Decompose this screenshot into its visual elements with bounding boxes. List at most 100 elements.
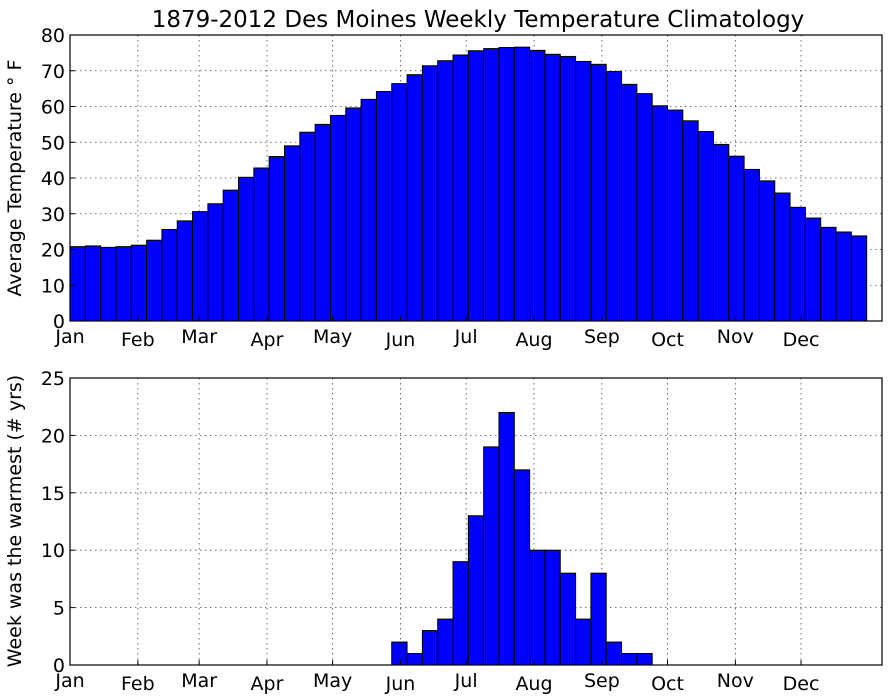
top-bar-week-22 [391,83,408,322]
top-bar-week-4 [115,246,132,322]
top-bar-week-41 [682,120,699,322]
top-y-tick-label: 50 [41,132,65,154]
top-bar-week-40 [667,109,684,322]
top-x-tick-label-apr: Apr [251,329,284,351]
bottom-bar-week-33 [559,572,577,666]
top-bar-week-42 [697,131,714,322]
top-bar-week-19 [345,107,362,322]
bottom-bar-week-29 [498,411,515,666]
top-x-tick-label-jan: Jan [54,326,84,348]
bottom-y-tick-label: 20 [41,425,65,447]
top-bar-week-5 [130,244,148,322]
top-x-tick-label-mar: Mar [181,326,217,348]
bottom-plot-frame [69,377,883,666]
bottom-bar-week-34 [575,618,592,666]
bottom-bar-week-28 [483,446,500,666]
bottom-x-tick-label-oct: Oct [651,673,684,695]
top-bar-week-20 [360,98,377,322]
top-bar-week-30 [513,46,531,322]
top-bar-week-33 [559,55,577,322]
top-bar-week-2 [84,245,102,322]
bottom-bar-week-26 [452,561,469,666]
top-bar-week-12 [238,176,255,322]
top-bar-week-21 [375,90,393,322]
bottom-bar-week-30 [513,469,531,666]
bottom-x-tick-label-dec: Dec [783,673,820,695]
top-bar-week-44 [728,155,745,322]
bottom-bar-week-36 [605,641,623,666]
top-bar-week-46 [758,180,776,322]
top-bar-week-23 [406,74,423,322]
bottom-y-tick-label: 25 [41,368,65,390]
top-bar-week-6 [146,239,163,322]
top-bar-week-32 [544,53,561,322]
top-bar-week-8 [176,220,194,322]
bottom-bar-week-22 [391,641,408,666]
top-y-tick-label: 30 [41,204,65,226]
top-bar-week-10 [207,203,224,322]
top-y-tick-label: 0 [53,311,65,333]
top-bar-week-24 [421,65,439,322]
bottom-y-tick-label: 10 [41,540,65,562]
top-y-tick-label: 10 [41,275,65,297]
bottom-x-tick-label-mar: Mar [181,670,217,692]
top-bar-week-3 [100,246,117,322]
top-bar-week-38 [636,93,653,322]
top-bar-week-47 [774,192,791,322]
top-bar-week-49 [804,217,822,322]
bottom-bar-week-25 [437,618,454,666]
top-x-tick-label-jun: Jun [385,329,416,351]
top-bar-week-50 [820,226,837,322]
top-bar-week-51 [835,231,852,322]
bottom-x-tick-label-apr: Apr [251,673,284,695]
top-bar-week-25 [437,60,454,322]
bottom-x-tick-label-nov: Nov [717,670,754,692]
bottom-y-axis-label: Week was the warmest (# yrs) [4,375,26,667]
top-x-tick-label-jul: Jul [454,326,478,348]
top-bar-week-13 [253,167,270,322]
top-x-tick-label-oct: Oct [651,329,684,351]
bottom-x-tick-label-sep: Sep [584,670,620,692]
top-bar-week-52 [850,235,868,322]
top-bar-week-29 [498,47,515,322]
bottom-bar-week-32 [544,549,561,666]
top-bar-week-35 [590,63,607,322]
top-bar-week-1 [69,246,86,322]
top-y-tick-label: 40 [41,168,65,190]
top-bar-week-48 [789,206,806,322]
top-x-tick-label-sep: Sep [584,326,620,348]
top-bar-week-14 [268,156,285,322]
warmest-week-count-chart: Jan Feb Mar Apr May Jun Jul Aug Sep Oct Nov Dec 0 5 10… [4,368,883,695]
bottom-x-tick-label-aug: Aug [515,673,552,695]
top-bar-week-39 [651,105,669,322]
top-y-tick-label: 70 [41,61,65,83]
bottom-y-tick-label: 15 [41,483,65,505]
top-bar-week-11 [222,189,240,322]
top-y-tick-label: 60 [41,97,65,119]
top-bar-week-43 [712,143,730,322]
top-bar-week-7 [161,228,178,322]
bottom-bar-week-38 [636,653,653,666]
bottom-bar-week-23 [406,653,423,666]
top-bar-week-34 [575,60,592,322]
top-x-tick-label-aug: Aug [515,329,552,351]
bottom-bar-week-27 [467,515,485,666]
top-y-tick-label: 20 [41,240,65,262]
top-bar-week-9 [192,211,209,322]
top-y-axis-label: Average Temperature ° F [4,60,26,297]
top-bar-week-28 [483,48,500,322]
weekly-temperature-chart: Jan Feb Mar Apr May Jun Jul Aug Sep Oct Nov Dec 0 10 2… [4,25,883,351]
bottom-x-tick-label-jul: Jul [454,670,478,692]
bottom-x-tick-label-feb: Feb [121,673,155,695]
top-x-tick-label-nov: Nov [717,326,754,348]
top-x-tick-label-may: May [313,326,352,348]
top-bar-week-45 [743,168,760,322]
bottom-x-tick-label-jun: Jun [385,673,416,695]
top-bar-week-36 [605,70,623,322]
bottom-x-tick-label-may: May [313,670,352,692]
top-bar-week-37 [621,83,638,322]
top-x-tick-label-dec: Dec [783,329,820,351]
top-bar-week-18 [329,114,347,322]
bottom-y-tick-label: 0 [53,655,65,677]
